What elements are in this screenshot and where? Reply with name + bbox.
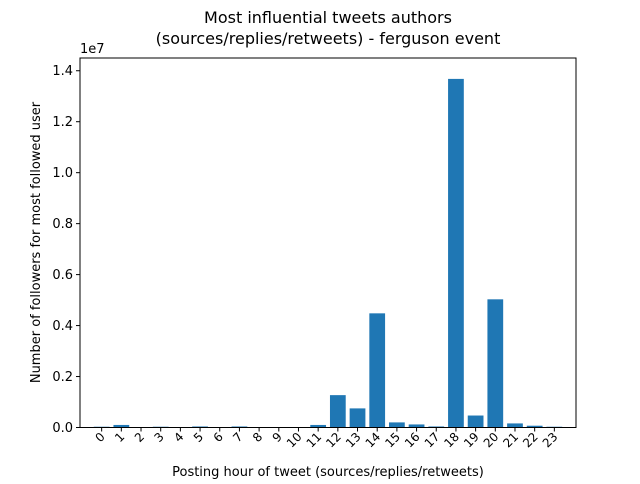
x-tick-label: 18 xyxy=(441,430,462,451)
x-tick-label: 6 xyxy=(211,430,226,445)
x-tick-label: 7 xyxy=(230,430,245,445)
x-tick-label: 17 xyxy=(422,430,443,451)
x-tick-label: 10 xyxy=(284,430,305,451)
y-tick-label: 0.0 xyxy=(52,421,73,436)
x-tick-label: 11 xyxy=(304,430,325,451)
y-axis-offset-label: 1e7 xyxy=(80,42,105,57)
y-tick-label: 0.2 xyxy=(52,370,73,385)
y-tick-label: 0.6 xyxy=(52,268,73,283)
x-tick-label: 16 xyxy=(402,430,423,451)
y-tick-label: 1.4 xyxy=(52,64,73,79)
bar-hour-13 xyxy=(350,408,366,427)
y-tick-label: 1.0 xyxy=(52,166,73,181)
x-tick-label: 5 xyxy=(191,430,206,445)
x-tick-label: 21 xyxy=(500,430,521,451)
chart-title-line-2: (sources/replies/retweets) - ferguson ev… xyxy=(156,29,501,48)
x-tick-label: 20 xyxy=(481,430,502,451)
bar-hour-14 xyxy=(369,313,385,427)
chart-title-line-1: Most influential tweets authors xyxy=(204,8,452,27)
x-tick-label: 8 xyxy=(250,430,265,445)
y-tick-label: 0.4 xyxy=(52,319,73,334)
bar-hour-12 xyxy=(330,395,346,427)
bar-hour-19 xyxy=(468,416,484,428)
x-axis-label: Posting hour of tweet (sources/replies/r… xyxy=(172,465,484,480)
x-tick-label: 1 xyxy=(112,430,127,445)
y-tick-label: 1.2 xyxy=(52,115,73,130)
x-tick-label: 4 xyxy=(171,430,186,445)
x-tick-label: 19 xyxy=(461,430,482,451)
y-ticks-group: 0.0 0.2 0.4 0.6 0.8 1.0 1.2 1.4 xyxy=(52,64,80,436)
bar-hour-18 xyxy=(448,79,464,428)
bar-hour-20 xyxy=(487,299,503,427)
x-tick-label: 23 xyxy=(540,430,561,451)
x-tick-label: 12 xyxy=(323,430,344,451)
x-tick-label: 13 xyxy=(343,430,364,451)
bar-hour-15 xyxy=(389,422,405,427)
x-tick-label: 15 xyxy=(382,430,403,451)
y-axis-label: Number of followers for most followed us… xyxy=(29,101,44,383)
x-tick-label: 3 xyxy=(152,430,167,445)
x-tick-label: 2 xyxy=(132,430,147,445)
x-tick-label: 22 xyxy=(520,430,541,451)
x-tick-label: 0 xyxy=(92,430,107,445)
x-tick-label: 14 xyxy=(363,430,384,451)
bar-hour-21 xyxy=(507,423,523,427)
x-tick-label: 9 xyxy=(270,430,285,445)
bars-group xyxy=(94,79,562,428)
y-tick-label: 0.8 xyxy=(52,217,73,232)
